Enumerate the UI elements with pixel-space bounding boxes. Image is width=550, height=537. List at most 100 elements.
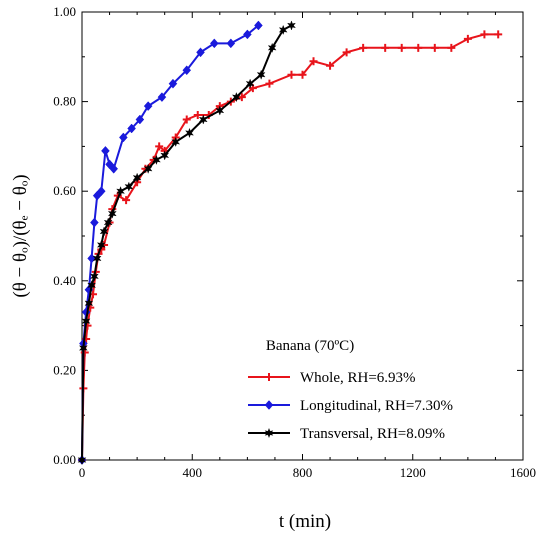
data-point [196,47,205,58]
data-point [90,217,99,228]
x-tick-labels: 0 400 800 1200 1600 [79,465,536,480]
data-point [267,42,277,53]
data-point [265,79,274,88]
data-point [342,48,351,57]
y-tick-label: 0.40 [53,273,76,288]
data-point [155,142,164,151]
series-1 [77,20,263,465]
data-point [231,92,241,103]
data-point [152,154,161,165]
series-line [81,24,260,461]
y-tick-label: 0.20 [53,362,76,377]
x-axis-label: t (min) [279,511,331,532]
data-point [78,342,88,354]
x-tick-label: 1200 [400,465,426,480]
data-point [168,78,178,89]
data-point [226,38,236,49]
legend-label: Transversal, RH=8.09% [300,426,445,442]
data-point [101,146,110,156]
data-point [198,114,208,125]
data-point [480,30,489,39]
legend-items: Whole, RH=6.93% Longitudinal, RH=7.30% Tra… [248,370,453,442]
data-point [87,280,97,291]
data-point [397,43,406,52]
data-point [132,172,142,183]
data-point [96,186,106,197]
data-point [463,34,472,43]
data-point [245,78,255,89]
y-tick-label: 0.80 [53,94,76,109]
data-point [90,271,99,282]
y-tick-label: 0.60 [53,183,76,198]
data-point [278,24,288,36]
legend-swatch-marker [265,373,273,381]
series-layer [77,20,503,466]
legend: Banana (70ºC) Whole, RH=6.93% Longitudina… [248,338,453,442]
data-point [99,226,109,237]
series-2 [77,20,296,466]
data-point [447,43,456,52]
y-axis-label: (θ − θₒ)/(θₑ − θₒ) [10,174,31,297]
data-point [116,186,125,197]
tick-marks [81,11,524,461]
data-point [109,163,119,174]
data-point [430,43,439,52]
data-point [254,20,263,31]
series-line [81,24,292,461]
data-point [92,253,102,264]
x-tick-label: 1600 [510,465,536,480]
x-tick-label: 800 [293,465,313,480]
data-point [87,253,96,264]
data-point [243,29,252,40]
legend-item: Whole, RH=6.93% [248,370,416,386]
data-point [182,65,192,76]
data-point [143,163,153,174]
legend-swatch-marker [264,400,274,410]
data-point [185,127,194,139]
data-point [143,101,153,111]
data-point [81,316,91,327]
legend-swatch-marker [264,427,274,439]
data-point [359,43,368,52]
legend-label: Whole, RH=6.93% [300,370,416,386]
data-point [157,92,167,102]
data-point [135,114,145,125]
data-point [237,93,246,102]
y-tick-labels: 0.00 0.20 0.40 0.60 0.80 1.00 [53,4,76,467]
data-point [119,132,128,143]
legend-title: Banana (70ºC) [266,338,354,354]
legend-item: Longitudinal, RH=7.30% [248,398,453,414]
data-point [209,38,219,49]
plot-area [81,11,524,461]
data-point [171,136,181,148]
x-tick-label: 400 [183,465,203,480]
data-point [287,70,296,79]
data-point [124,181,134,192]
data-point [127,123,136,134]
data-point [122,196,131,205]
x-tick-label: 0 [79,465,86,480]
data-point [326,61,335,70]
data-point [287,20,296,31]
data-point [256,69,266,80]
y-tick-label: 1.00 [53,4,76,19]
data-point [77,454,87,466]
data-point [215,105,225,116]
data-point [160,150,170,161]
data-point [182,115,191,124]
data-point [381,43,390,52]
legend-item: Transversal, RH=8.09% [248,426,445,442]
data-point [107,208,117,219]
data-point [494,30,503,39]
data-point [84,298,94,309]
legend-label: Longitudinal, RH=7.30% [300,398,453,414]
data-point [193,111,202,120]
series-line [81,33,499,461]
data-point [103,217,113,228]
y-tick-label: 0.00 [53,452,76,467]
data-point [414,43,423,52]
data-point [309,57,318,66]
data-point [298,70,307,79]
data-point [96,239,106,251]
